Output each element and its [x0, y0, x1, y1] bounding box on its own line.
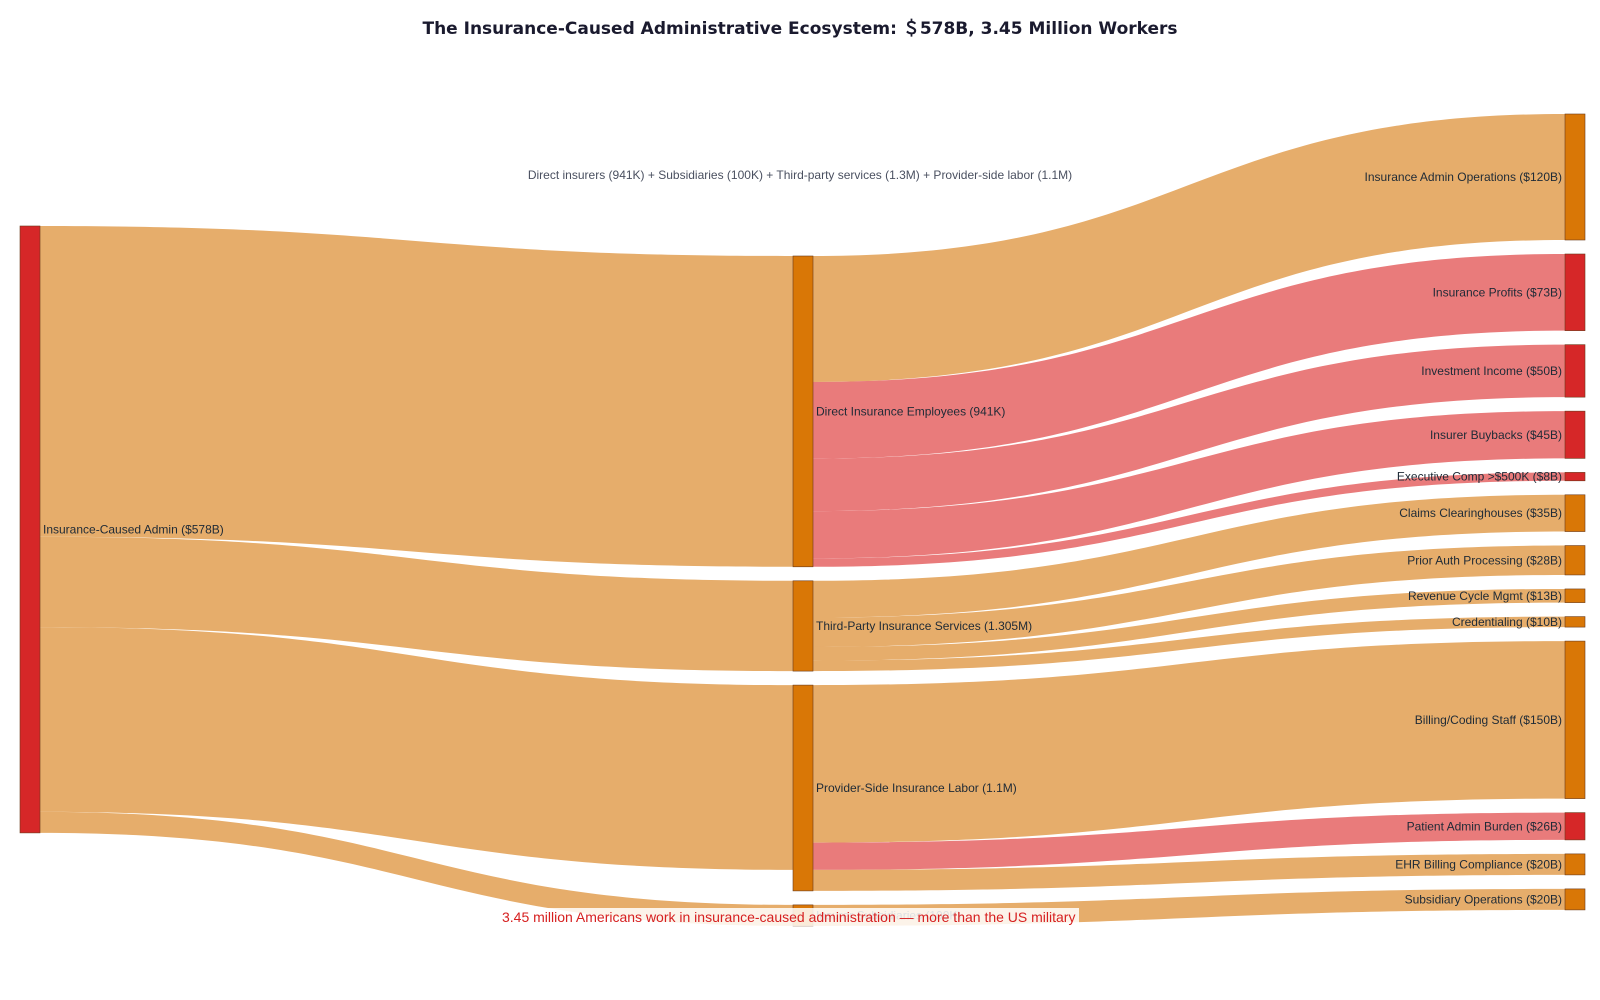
node-label-invest: Investment Income ($50B) [1421, 364, 1562, 378]
node-claims [1565, 495, 1585, 532]
node-direct [793, 256, 813, 567]
node-cred [1565, 617, 1585, 628]
node-prior [1565, 546, 1585, 575]
node-third [793, 581, 813, 671]
node-label-direct: Direct Insurance Employees (941K) [816, 404, 1005, 418]
node-label-claims: Claims Clearinghouses ($35B) [1399, 506, 1562, 520]
node-label-subops: Subsidiary Operations ($20B) [1405, 892, 1562, 906]
link-root-to-direct [40, 226, 793, 567]
node-root [20, 226, 40, 833]
node-profits [1565, 254, 1585, 331]
node-label-cred: Credentialing ($10B) [1452, 615, 1562, 629]
node-label-third: Third-Party Insurance Services (1.305M) [816, 619, 1032, 633]
node-label-ehr: EHR Billing Compliance ($20B) [1395, 857, 1562, 871]
node-exec [1565, 472, 1585, 480]
node-label-provider: Provider-Side Insurance Labor (1.1M) [816, 781, 1017, 795]
node-label-billing: Billing/Coding Staff ($150B) [1415, 713, 1562, 727]
node-patient [1565, 813, 1585, 840]
node-buybacks [1565, 411, 1585, 458]
node-label-profits: Insurance Profits ($73B) [1433, 285, 1562, 299]
node-label-root: Insurance-Caused Admin ($578B) [43, 522, 224, 536]
node-ehr [1565, 854, 1585, 875]
link-provider-to-billing [813, 641, 1565, 843]
node-invest [1565, 345, 1585, 398]
node-label-patient: Patient Admin Burden ($26B) [1407, 819, 1562, 833]
node-rcm [1565, 589, 1585, 603]
node-ops [1565, 114, 1585, 240]
node-billing [1565, 641, 1585, 799]
chart-annotation: 3.45 million Americans work in insurance… [498, 908, 1079, 926]
node-subops [1565, 889, 1585, 910]
node-label-ops: Insurance Admin Operations ($120B) [1365, 170, 1562, 184]
node-label-rcm: Revenue Cycle Mgmt ($13B) [1408, 589, 1562, 603]
node-label-buybacks: Insurer Buybacks ($45B) [1430, 428, 1562, 442]
node-label-prior: Prior Auth Processing ($28B) [1407, 553, 1562, 567]
node-label-exec: Executive Comp >$500K ($8B) [1397, 470, 1562, 484]
node-provider [793, 685, 813, 891]
